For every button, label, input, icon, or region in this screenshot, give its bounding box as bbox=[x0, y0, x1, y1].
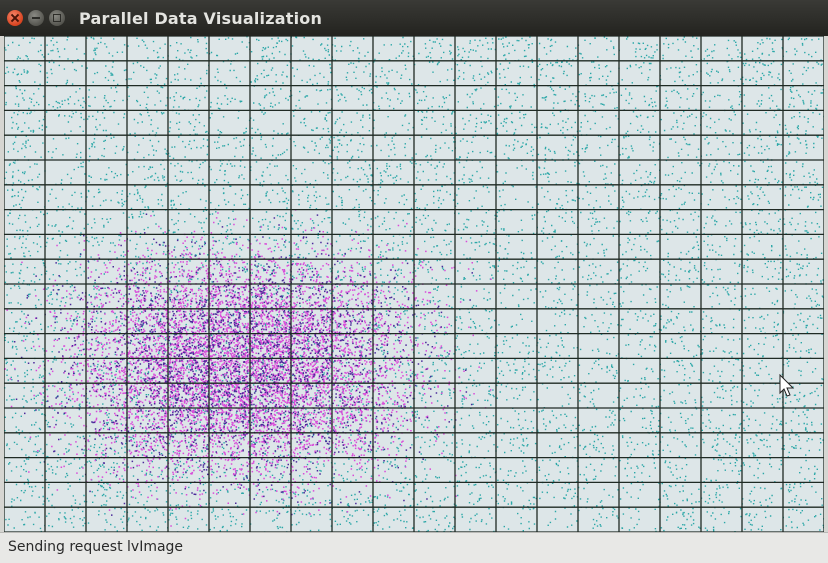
status-text: Sending request lvImage bbox=[8, 539, 184, 555]
status-bar: Sending request lvImage bbox=[0, 532, 828, 563]
maximize-icon[interactable] bbox=[49, 10, 65, 26]
magenta-points bbox=[4, 209, 492, 527]
arrow-cursor-icon bbox=[779, 374, 795, 397]
grid-lines bbox=[4, 36, 824, 532]
minimize-icon[interactable] bbox=[28, 10, 44, 26]
purple-points bbox=[13, 213, 474, 516]
data-points bbox=[4, 36, 824, 532]
visualization-canvas[interactable] bbox=[4, 36, 824, 532]
visualization-svg bbox=[4, 36, 824, 532]
title-bar[interactable]: Parallel Data Visualization bbox=[0, 0, 828, 36]
close-icon[interactable] bbox=[7, 10, 23, 26]
window-title: Parallel Data Visualization bbox=[79, 9, 323, 28]
